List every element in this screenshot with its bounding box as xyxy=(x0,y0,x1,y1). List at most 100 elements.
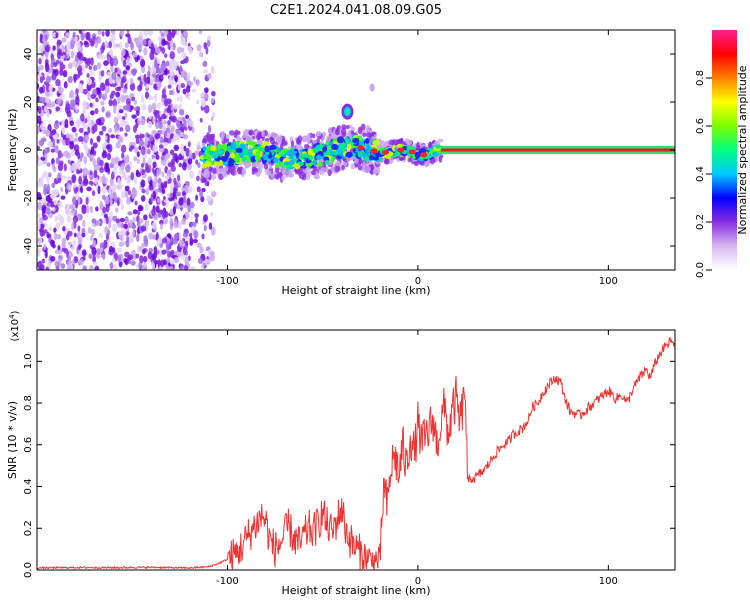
noise-speckle xyxy=(162,30,169,37)
signal-halo-speckle xyxy=(407,157,413,163)
noise-speckle xyxy=(196,78,200,87)
noise-speckle xyxy=(207,34,211,42)
noise-speckle xyxy=(42,214,48,221)
noise-speckle xyxy=(148,95,154,101)
signal-halo-speckle xyxy=(350,130,355,135)
noise-speckle xyxy=(158,74,164,82)
noise-speckle xyxy=(188,81,194,86)
noise-speckle xyxy=(179,109,185,116)
noise-speckle xyxy=(113,105,117,114)
signal-core-speckle xyxy=(352,137,360,144)
noise-speckle xyxy=(98,232,103,239)
noise-speckle xyxy=(152,157,156,162)
noise-speckle xyxy=(44,129,50,135)
noise-speckle xyxy=(91,228,95,237)
noise-speckle xyxy=(128,190,132,196)
noise-speckle xyxy=(120,228,127,237)
noise-speckle xyxy=(55,30,61,33)
noise-speckle xyxy=(112,192,118,200)
noise-speckle xyxy=(117,247,122,253)
noise-speckle xyxy=(45,207,51,215)
signal-halo-speckle xyxy=(204,169,210,175)
colorbar-tick-label: 0.4 xyxy=(695,166,706,182)
signal-core-speckle xyxy=(290,159,295,165)
signal-halo-speckle xyxy=(384,159,390,165)
signal-halo-speckle xyxy=(223,137,228,144)
noise-speckle xyxy=(116,114,122,120)
signal-halo-speckle xyxy=(357,164,363,171)
noise-speckle xyxy=(169,265,174,270)
noise-speckle xyxy=(122,88,128,94)
noise-speckle xyxy=(120,76,127,84)
signal-halo-speckle xyxy=(346,125,350,130)
noise-speckle xyxy=(67,76,73,84)
noise-speckle xyxy=(53,227,57,233)
noise-speckle xyxy=(58,87,64,95)
noise-speckle xyxy=(37,201,42,211)
noise-speckle xyxy=(75,88,79,95)
noise-speckle xyxy=(99,242,105,250)
noise-speckle xyxy=(131,193,135,199)
noise-speckle xyxy=(131,114,137,119)
signal-halo-speckle xyxy=(334,165,341,173)
noise-speckle xyxy=(53,199,57,206)
noise-speckle xyxy=(146,133,150,138)
noise-speckle xyxy=(199,117,203,123)
signal-core-speckle xyxy=(338,151,344,157)
noise-speckle xyxy=(170,165,176,172)
noise-speckle xyxy=(166,98,172,105)
noise-speckle xyxy=(155,231,159,239)
colorbar-tick-label: 0.6 xyxy=(695,118,706,134)
noise-speckle xyxy=(207,72,212,80)
noise-speckle xyxy=(183,264,189,270)
noise-speckle xyxy=(158,144,164,149)
noise-speckle xyxy=(136,233,140,242)
noise-speckle xyxy=(157,129,162,135)
signal-halo-speckle xyxy=(283,141,288,146)
signal-core-speckle xyxy=(338,143,345,148)
signal-core-speckle xyxy=(317,161,323,167)
noise-speckle xyxy=(38,45,44,54)
noise-speckle xyxy=(166,257,171,263)
noise-speckle xyxy=(104,93,108,99)
signal-halo-speckle xyxy=(407,141,411,146)
noise-speckle xyxy=(101,150,108,159)
noise-speckle xyxy=(180,131,184,138)
noise-speckle xyxy=(151,221,157,230)
noise-speckle xyxy=(210,212,214,217)
noise-speckle xyxy=(94,41,99,48)
noise-speckle xyxy=(196,145,201,150)
noise-speckle xyxy=(37,115,42,124)
noise-speckle xyxy=(65,133,71,139)
noise-speckle xyxy=(92,64,98,72)
noise-speckle xyxy=(89,137,94,145)
noise-speckle xyxy=(174,61,180,67)
noise-speckle xyxy=(121,152,125,159)
noise-speckle xyxy=(110,48,114,58)
noise-speckle xyxy=(187,158,193,165)
noise-speckle xyxy=(103,213,108,219)
noise-speckle xyxy=(163,180,168,189)
signal-core-speckle xyxy=(235,147,243,154)
noise-speckle xyxy=(89,170,93,176)
signal-core-speckle xyxy=(255,150,261,156)
signal-halo-speckle xyxy=(242,133,248,139)
noise-speckle xyxy=(112,98,118,108)
noise-speckle xyxy=(75,96,80,105)
noise-speckle xyxy=(196,99,200,104)
spectrogram-y-tick-label: 0 xyxy=(23,147,34,153)
signal-halo-speckle xyxy=(334,128,340,136)
noise-speckle xyxy=(38,139,45,147)
noise-speckle xyxy=(53,121,60,130)
noise-speckle xyxy=(77,164,81,171)
spectrogram-x-tick-label: 100 xyxy=(599,276,618,287)
noise-speckle xyxy=(46,162,51,167)
noise-speckle xyxy=(136,158,140,165)
noise-speckle xyxy=(176,46,183,54)
noise-speckle xyxy=(102,206,107,214)
noise-speckle xyxy=(125,33,131,38)
noise-speckle xyxy=(170,58,176,67)
noise-speckle xyxy=(52,134,58,140)
noise-speckle xyxy=(179,239,184,248)
noise-speckle xyxy=(141,103,147,111)
